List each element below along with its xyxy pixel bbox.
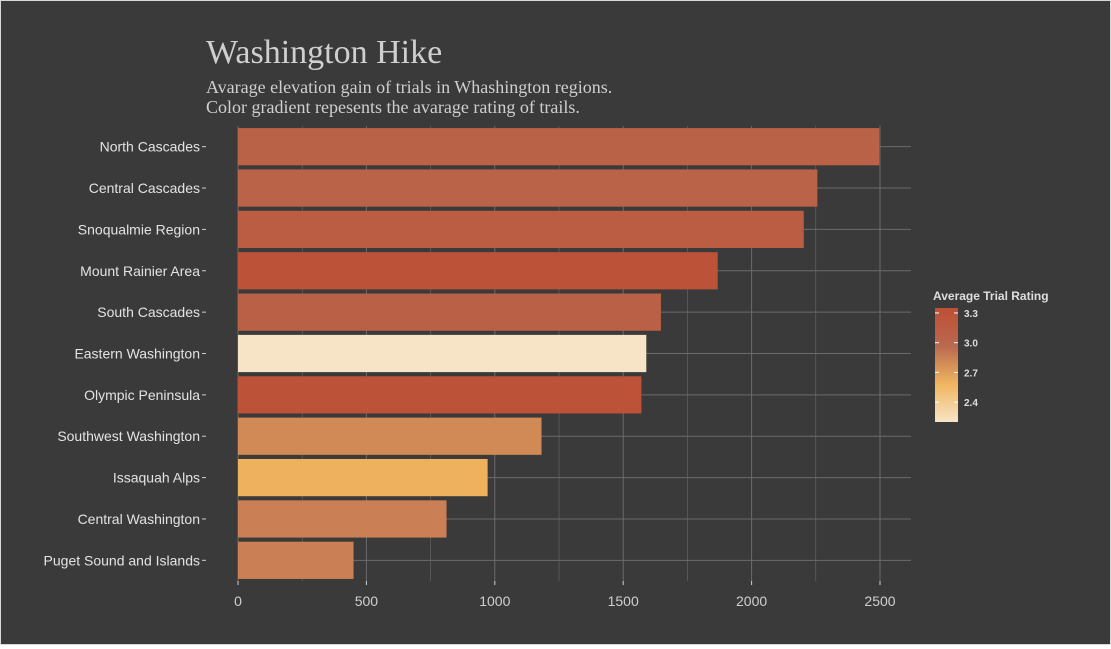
- y-tick-label: South Cascades: [97, 304, 200, 320]
- y-tick-label: Puget Sound and Islands: [44, 552, 200, 568]
- legend-ticks: 3.3 3.0 2.7 2.4: [935, 309, 978, 409]
- y-tick-label: Mount Rainier Area: [80, 263, 200, 279]
- legend: Average Trial Rating 3.3 3.0 2.7 2.4: [933, 289, 1049, 422]
- y-tick-label: Snoqualmie Region: [78, 221, 200, 237]
- x-tick-label: 0: [234, 593, 242, 609]
- x-tick-label: 1500: [608, 593, 639, 609]
- bar: [238, 541, 354, 579]
- legend-colorbar: [935, 308, 958, 422]
- bar: [238, 376, 642, 414]
- y-tick-label: North Cascades: [100, 139, 200, 155]
- y-axis: North Cascades Central Cascades Snoqualmie…: [44, 139, 206, 568]
- y-tick-label: Olympic Peninsula: [84, 387, 200, 403]
- bars: [238, 128, 880, 579]
- bar: [238, 252, 718, 290]
- y-tick-label: Central Cascades: [89, 180, 200, 196]
- bar: [238, 417, 542, 455]
- legend-tick-label: 3.0: [964, 339, 978, 350]
- bar: [238, 334, 647, 373]
- x-tick-label: 2500: [864, 593, 895, 609]
- bar: [238, 210, 804, 249]
- x-axis: 0 500 1000 1500 2000 2500: [234, 581, 896, 609]
- bar: [238, 500, 447, 538]
- x-tick-label: 500: [355, 593, 379, 609]
- bar: [238, 458, 488, 497]
- bar: [238, 293, 661, 331]
- bar: [238, 128, 880, 166]
- chart-title: Washington Hike: [206, 34, 442, 71]
- legend-tick-label: 3.3: [964, 309, 978, 320]
- y-tick-label: Central Washington: [78, 511, 200, 527]
- legend-tick-label: 2.7: [964, 368, 978, 379]
- chart-subtitle-line-2: Color gradient repesents the avarage rat…: [206, 97, 580, 117]
- x-tick-label: 1000: [479, 593, 510, 609]
- bar: [238, 169, 818, 207]
- x-tick-label: 2000: [736, 593, 767, 609]
- legend-tick-label: 2.4: [964, 398, 978, 409]
- legend-title: Average Trial Rating: [933, 289, 1049, 303]
- y-tick-label: Issaquah Alps: [113, 470, 200, 486]
- y-tick-label: Eastern Washington: [74, 346, 200, 362]
- chart-subtitle-line-1: Avarage elevation gain of trials in Whas…: [206, 77, 612, 97]
- y-tick-label: Southwest Washington: [57, 428, 200, 444]
